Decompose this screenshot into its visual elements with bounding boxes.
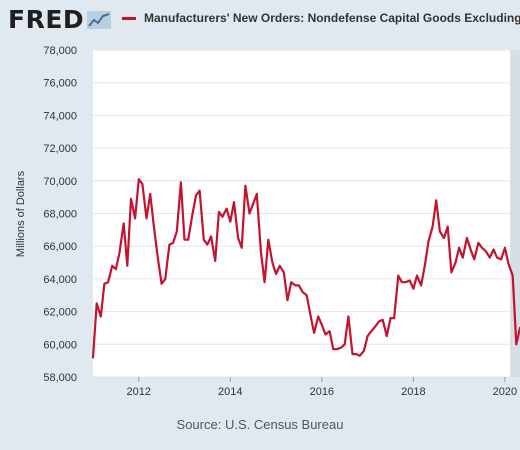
x-tick-label: 2014 xyxy=(218,386,242,398)
plot-edge-shadow xyxy=(510,50,520,377)
x-tick-label: 2020 xyxy=(493,386,517,398)
y-tick-label: 62,000 xyxy=(43,307,77,319)
y-tick-label: 66,000 xyxy=(43,241,77,253)
y-tick-label: 76,000 xyxy=(43,78,77,90)
source-note: Source: U.S. Census Bureau xyxy=(176,417,344,432)
y-axis-tick-labels: 58,000 60,000 62,000 64,000 66,000 68,000 70,0… xyxy=(43,45,77,384)
series-line xyxy=(91,178,520,359)
chart-header: FRED Manufacturers' New Orders: Nondefen… xyxy=(0,0,520,38)
trend-line-icon xyxy=(87,10,112,29)
legend-label: Manufacturers' New Orders: Nondefense Ca… xyxy=(144,11,520,25)
fred-logo[interactable]: FRED xyxy=(8,5,112,34)
y-axis-title: Millions of Dollars xyxy=(15,170,27,257)
gridlines xyxy=(93,49,510,382)
logo-text: FRED xyxy=(8,5,85,34)
y-tick-label: 64,000 xyxy=(43,274,77,286)
legend-swatch xyxy=(122,16,136,20)
y-tick-label: 60,000 xyxy=(43,339,77,351)
series-layer xyxy=(91,178,520,359)
y-tick-label: 58,000 xyxy=(43,372,77,384)
y-tick-label: 78,000 xyxy=(43,45,77,57)
y-tick-label: 68,000 xyxy=(43,209,77,221)
x-tick-label: 2016 xyxy=(310,386,334,398)
y-tick-label: 72,000 xyxy=(43,143,77,155)
x-tick-label: 2012 xyxy=(127,386,151,398)
x-tick-label: 2018 xyxy=(401,386,425,398)
y-tick-label: 74,000 xyxy=(43,110,77,122)
y-tick-label: 70,000 xyxy=(43,176,77,188)
legend: Manufacturers' New Orders: Nondefense Ca… xyxy=(122,11,520,25)
x-axis-tick-labels: 2012 2014 2016 2018 2020 xyxy=(127,386,518,398)
